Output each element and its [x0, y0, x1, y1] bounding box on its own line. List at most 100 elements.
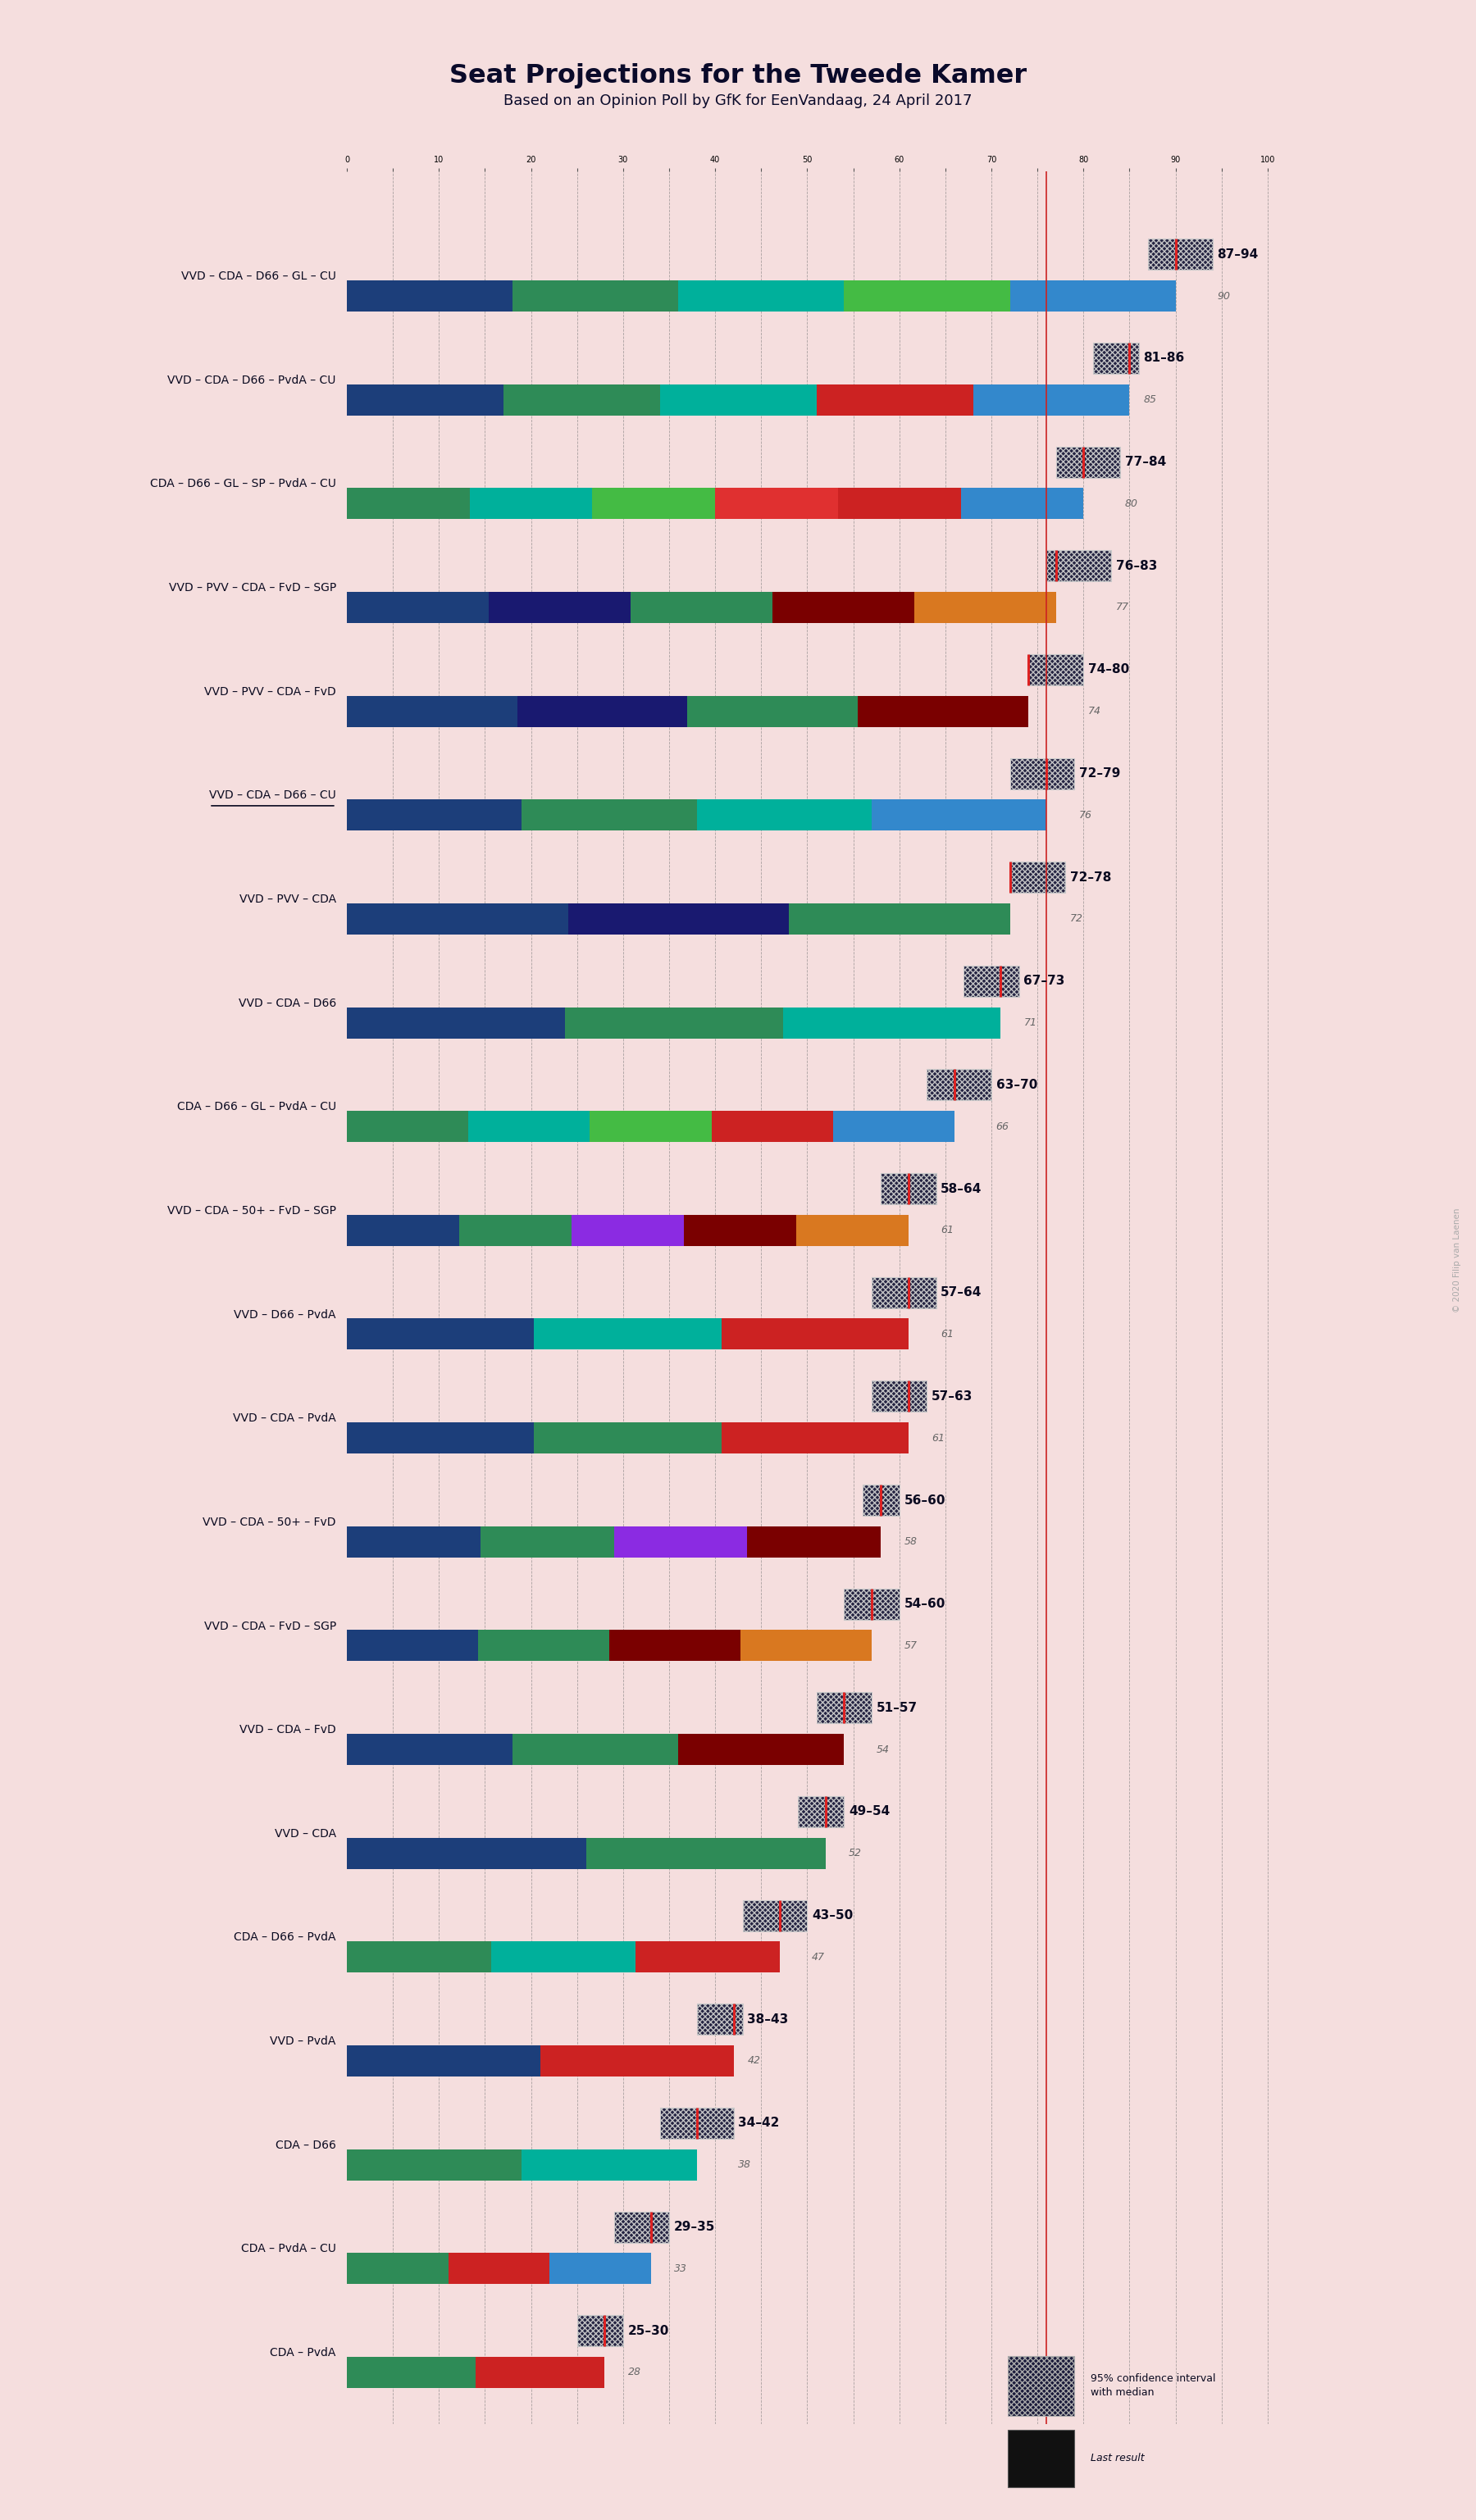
Text: 81–86: 81–86 — [1144, 353, 1185, 365]
Text: 61: 61 — [940, 1225, 953, 1235]
Bar — [961, 489, 1083, 519]
Bar — [475, 2356, 605, 2389]
Bar — [503, 383, 660, 416]
Text: 57–64: 57–64 — [940, 1288, 982, 1298]
Bar — [347, 1940, 492, 1973]
Text: 71: 71 — [1024, 1018, 1036, 1028]
Bar — [973, 383, 1129, 416]
Bar — [1010, 862, 1066, 892]
Text: 85: 85 — [1144, 396, 1157, 406]
Text: 58–64: 58–64 — [940, 1182, 982, 1194]
Text: 25–30: 25–30 — [627, 2323, 669, 2336]
Text: 72: 72 — [1070, 915, 1083, 925]
Bar — [660, 383, 816, 416]
Bar — [927, 1068, 992, 1101]
Bar — [347, 2150, 523, 2180]
Text: 57: 57 — [903, 1641, 917, 1651]
Bar — [347, 1008, 565, 1038]
Bar — [512, 280, 679, 312]
Bar — [832, 1111, 955, 1142]
Bar — [816, 383, 973, 416]
Text: 77: 77 — [1116, 602, 1129, 612]
Text: 33: 33 — [673, 2263, 686, 2273]
Bar — [788, 902, 1010, 935]
Bar — [1148, 239, 1212, 270]
Bar — [347, 1111, 468, 1142]
Bar — [347, 696, 517, 726]
Bar — [614, 1527, 747, 1557]
Bar — [347, 383, 503, 416]
Bar — [872, 1381, 927, 1411]
Text: 72–78: 72–78 — [1070, 872, 1111, 885]
Bar — [347, 1527, 480, 1557]
Text: 51–57: 51–57 — [877, 1701, 918, 1714]
Bar — [478, 1630, 610, 1661]
Bar — [1010, 759, 1075, 789]
Bar — [347, 1837, 586, 1870]
Bar — [816, 1693, 872, 1724]
Text: 76–83: 76–83 — [1116, 559, 1157, 572]
Text: 90: 90 — [1218, 290, 1230, 302]
Bar — [742, 1900, 807, 1930]
Bar — [1092, 343, 1139, 373]
Bar — [347, 1318, 534, 1351]
Text: Based on an Opinion Poll by GfK for EenVandaag, 24 April 2017: Based on an Opinion Poll by GfK for EenV… — [503, 93, 973, 108]
Text: Seat Projections for the Tweede Kamer: Seat Projections for the Tweede Kamer — [449, 63, 1027, 88]
Bar — [512, 1734, 679, 1764]
Bar — [347, 489, 469, 519]
Bar — [590, 1111, 711, 1142]
Text: Last result: Last result — [1091, 2452, 1144, 2465]
Bar — [459, 1215, 571, 1245]
Bar — [492, 1940, 635, 1973]
Bar — [772, 592, 914, 622]
Bar — [844, 1588, 899, 1620]
Bar — [688, 696, 858, 726]
Text: 52: 52 — [849, 1847, 862, 1860]
Bar — [347, 2253, 449, 2283]
Bar — [347, 592, 489, 622]
Bar — [914, 592, 1055, 622]
Bar — [862, 1484, 899, 1517]
Text: 95% confidence interval
with median: 95% confidence interval with median — [1091, 2374, 1216, 2399]
Bar — [964, 965, 1018, 998]
Bar — [716, 489, 838, 519]
Text: 58: 58 — [903, 1537, 917, 1547]
Bar — [697, 799, 872, 832]
Bar — [697, 2003, 742, 2036]
Text: 61: 61 — [940, 1328, 953, 1341]
Bar — [571, 1215, 683, 1245]
Bar — [1029, 655, 1083, 685]
Bar — [534, 1421, 722, 1454]
Bar — [347, 2046, 540, 2076]
Bar — [1046, 549, 1111, 582]
Text: 54–60: 54–60 — [903, 1598, 945, 1610]
Bar — [347, 1734, 512, 1764]
Bar — [565, 1008, 782, 1038]
Text: 29–35: 29–35 — [673, 2220, 714, 2233]
Bar — [844, 280, 1010, 312]
Bar — [872, 799, 1046, 832]
Bar — [711, 1111, 832, 1142]
Bar — [679, 280, 844, 312]
Bar — [577, 2316, 623, 2346]
Bar — [523, 2150, 697, 2180]
Bar — [630, 592, 772, 622]
Bar — [1055, 446, 1120, 479]
Bar — [586, 1837, 825, 1870]
Bar — [517, 696, 688, 726]
Bar — [881, 1174, 936, 1205]
Text: 72–79: 72–79 — [1079, 769, 1120, 779]
Text: 28: 28 — [627, 2366, 641, 2379]
Bar — [722, 1318, 909, 1351]
Text: 66: 66 — [996, 1121, 1010, 1131]
Bar — [347, 1630, 478, 1661]
Bar — [480, 1527, 614, 1557]
Text: 47: 47 — [812, 1950, 825, 1963]
Bar — [683, 1215, 796, 1245]
Bar — [534, 1318, 722, 1351]
Bar — [523, 799, 697, 832]
Text: 61: 61 — [931, 1434, 945, 1444]
Bar — [838, 489, 961, 519]
Bar — [660, 2107, 734, 2139]
Text: 63–70: 63–70 — [996, 1079, 1038, 1091]
